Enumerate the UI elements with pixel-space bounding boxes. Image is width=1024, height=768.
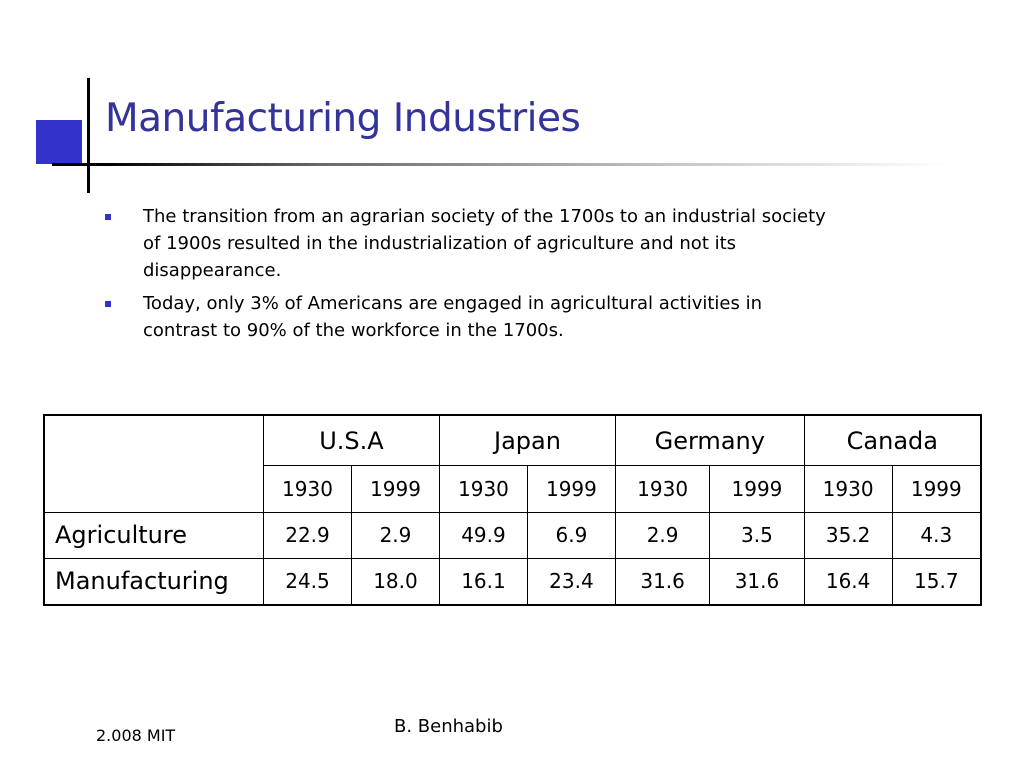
table-cell: 15.7 (891, 557, 982, 606)
table-cell: 2.9 (350, 511, 440, 559)
year-header: 1930 (438, 465, 528, 513)
table-cell: 3.5 (709, 511, 805, 559)
country-header: Canada (803, 414, 982, 467)
table-cell: 49.9 (438, 511, 528, 559)
table-cell: 6.9 (526, 511, 616, 559)
footer-author: B. Benhabib (394, 716, 503, 737)
year-header: 1999 (709, 465, 805, 513)
table-cell: 18.0 (350, 557, 440, 606)
bullet-text: Today, only 3% of Americans are engaged … (143, 293, 763, 341)
year-header: 1999 (891, 465, 982, 513)
table-cell: 2.9 (614, 511, 711, 559)
bullet-list: The transition from an agrarian society … (105, 203, 835, 350)
country-header: Japan (438, 414, 616, 467)
bullet-text: The transition from an agrarian society … (143, 206, 826, 281)
decorative-blue-square (36, 120, 82, 164)
data-table: U.S.A Japan Germany Canada 1930 1999 193… (43, 414, 982, 606)
footer-course: 2.008 MIT (96, 726, 176, 745)
decorative-vertical-rule (87, 78, 90, 193)
bullet-item: Today, only 3% of Americans are engaged … (105, 290, 835, 344)
table-cell: 16.4 (803, 557, 893, 606)
row-label: Manufacturing (43, 557, 264, 606)
table-row: Agriculture 22.9 2.9 49.9 6.9 2.9 3.5 35… (43, 511, 982, 559)
table-cell: 24.5 (263, 557, 352, 606)
country-header: Germany (614, 414, 805, 467)
year-header: 1930 (803, 465, 893, 513)
year-header: 1999 (526, 465, 616, 513)
table-cell: 31.6 (614, 557, 711, 606)
table-cell: 16.1 (438, 557, 528, 606)
table-corner-cell (43, 414, 264, 513)
year-header: 1999 (350, 465, 440, 513)
table-cell: 4.3 (891, 511, 982, 559)
table-header-row: U.S.A Japan Germany Canada (43, 414, 982, 513)
square-bullet-icon (105, 301, 111, 307)
slide-title: Manufacturing Industries (105, 96, 581, 141)
square-bullet-icon (105, 214, 111, 220)
country-header: U.S.A (263, 414, 440, 467)
table-cell: 22.9 (263, 511, 352, 559)
bullet-item: The transition from an agrarian society … (105, 203, 835, 284)
title-underline-rule (52, 163, 952, 166)
year-header: 1930 (614, 465, 711, 513)
table-cell: 35.2 (803, 511, 893, 559)
table-cell: 31.6 (709, 557, 805, 606)
row-label: Agriculture (43, 511, 264, 559)
table-row: Manufacturing 24.5 18.0 16.1 23.4 31.6 3… (43, 557, 982, 606)
table-cell: 23.4 (526, 557, 616, 606)
year-header: 1930 (263, 465, 352, 513)
